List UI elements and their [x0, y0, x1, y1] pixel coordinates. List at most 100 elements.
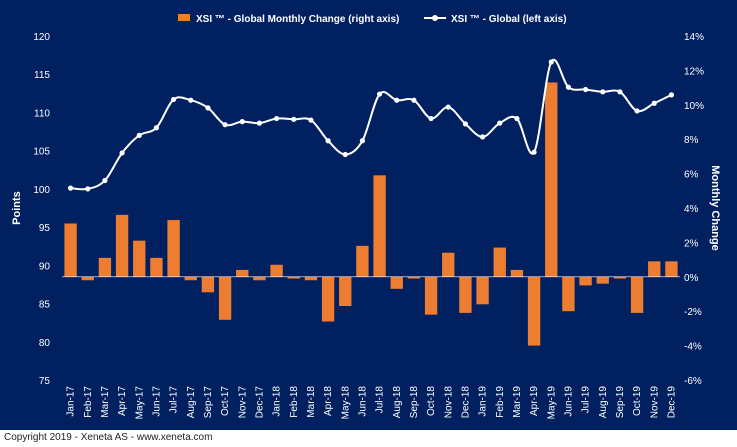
bar-aug-19	[596, 276, 609, 284]
bar-may-17	[133, 240, 146, 277]
right-tick-label: 10%	[684, 101, 704, 112]
x-tick-label: Oct-18	[426, 386, 437, 416]
point-apr-19	[531, 149, 537, 155]
x-tick-label: Jul-17	[169, 386, 180, 414]
bar-jul-19	[579, 276, 592, 286]
right-tick-label: -4%	[684, 342, 702, 353]
x-tick-label: Apr-17	[117, 386, 128, 416]
right-tick-label: -2%	[684, 307, 702, 318]
point-feb-19	[497, 120, 503, 126]
legend-bar-label: XSI ™ - Global Monthly Change (right axi…	[196, 14, 399, 25]
left-tick-label: 120	[33, 32, 50, 43]
x-tick-label: Dec-19	[666, 386, 677, 419]
left-axis-ticks: 75 80 85 90 95 100 105 110 115 120	[33, 32, 50, 387]
bar-series	[64, 82, 678, 346]
bar-apr-19	[527, 276, 541, 346]
point-nov-19	[651, 100, 657, 106]
x-tick-label: Sep-17	[203, 386, 214, 419]
right-tick-label: -6%	[684, 376, 702, 387]
left-tick-label: 85	[39, 300, 51, 311]
right-tick-label: 8%	[684, 135, 699, 146]
x-tick-label: Nov-17	[237, 386, 248, 419]
point-jul-19	[582, 86, 589, 93]
left-tick-label: 80	[39, 338, 51, 349]
point-apr-18	[325, 138, 331, 144]
chart-background	[0, 0, 737, 430]
point-sep-18	[411, 97, 417, 103]
x-tick-label: Dec-17	[254, 386, 265, 419]
point-jan-19	[479, 134, 486, 140]
legend-line-marker	[432, 15, 438, 21]
right-tick-label: 14%	[684, 32, 704, 43]
point-may-18	[342, 151, 348, 158]
bar-apr-17	[115, 214, 129, 277]
x-tick-label: Jun-18	[357, 386, 368, 417]
bar-aug-17	[184, 276, 197, 281]
left-tick-label: 100	[33, 185, 50, 196]
x-tick-label: Mar-17	[100, 386, 111, 418]
point-sep-17	[205, 105, 211, 111]
bar-jan-18	[270, 264, 283, 277]
left-tick-label: 95	[39, 223, 51, 234]
point-apr-17	[119, 150, 125, 156]
point-nov-18	[445, 104, 451, 110]
x-tick-label: Apr-19	[529, 386, 540, 416]
bar-nov-19	[648, 261, 661, 277]
point-jun-18	[359, 138, 366, 144]
legend: XSI ™ - Global Monthly Change (right axi…	[178, 14, 567, 25]
x-tick-label: May-17	[134, 386, 145, 420]
point-jan-17	[67, 185, 74, 191]
bar-sep-19	[613, 276, 627, 279]
legend-bar-swatch	[178, 14, 190, 21]
left-tick-label: 90	[39, 261, 51, 272]
point-mar-19	[514, 115, 520, 122]
point-oct-19	[634, 108, 640, 114]
bar-mar-17	[98, 257, 112, 277]
bar-mar-18	[304, 276, 318, 281]
x-tick-label: Nov-18	[443, 386, 454, 419]
point-dec-19	[668, 92, 675, 98]
x-tick-label: Sep-18	[409, 386, 420, 419]
bar-jun-17	[150, 257, 163, 277]
point-aug-17	[188, 97, 194, 103]
point-may-19	[548, 59, 554, 65]
bar-oct-17	[218, 276, 232, 320]
bar-jan-19	[476, 276, 489, 305]
point-aug-19	[600, 89, 606, 95]
x-tick-label: May-19	[546, 386, 557, 420]
left-tick-label: 75	[39, 376, 51, 387]
right-tick-label: 0%	[684, 273, 699, 284]
point-oct-17	[222, 122, 228, 128]
bar-feb-18	[287, 276, 300, 279]
point-sep-19	[617, 89, 623, 95]
bar-apr-18	[321, 276, 335, 322]
bar-feb-17	[81, 276, 94, 281]
x-tick-label: Jul-18	[375, 386, 386, 414]
point-jan-18	[273, 115, 280, 122]
point-dec-18	[462, 121, 469, 127]
bar-may-19	[545, 82, 558, 277]
right-tick-label: 6%	[684, 170, 699, 181]
x-tick-label: Sep-19	[615, 386, 626, 419]
left-tick-label: 110	[34, 108, 50, 119]
copyright-footer: Copyright 2019 - Xeneta AS - www.xeneta.…	[4, 432, 213, 443]
bar-jul-18	[373, 175, 386, 277]
x-tick-label: Oct-19	[632, 386, 643, 416]
x-tick-label: Apr-18	[323, 386, 334, 416]
point-jun-19	[565, 84, 572, 90]
x-tick-label: Feb-17	[83, 386, 94, 418]
x-tick-label: Aug-18	[392, 386, 403, 419]
right-tick-label: 2%	[684, 238, 699, 249]
point-mar-17	[102, 177, 108, 184]
x-tick-label: Mar-19	[512, 386, 523, 418]
bar-oct-18	[424, 276, 438, 315]
x-tick-label: Aug-17	[186, 386, 197, 419]
bar-feb-19	[493, 247, 506, 277]
x-tick-label: May-18	[340, 386, 351, 420]
bar-sep-17	[201, 276, 215, 293]
bar-dec-18	[459, 276, 472, 313]
right-tick-label: 4%	[684, 204, 699, 215]
bar-nov-18	[442, 252, 455, 277]
point-aug-18	[394, 97, 400, 103]
